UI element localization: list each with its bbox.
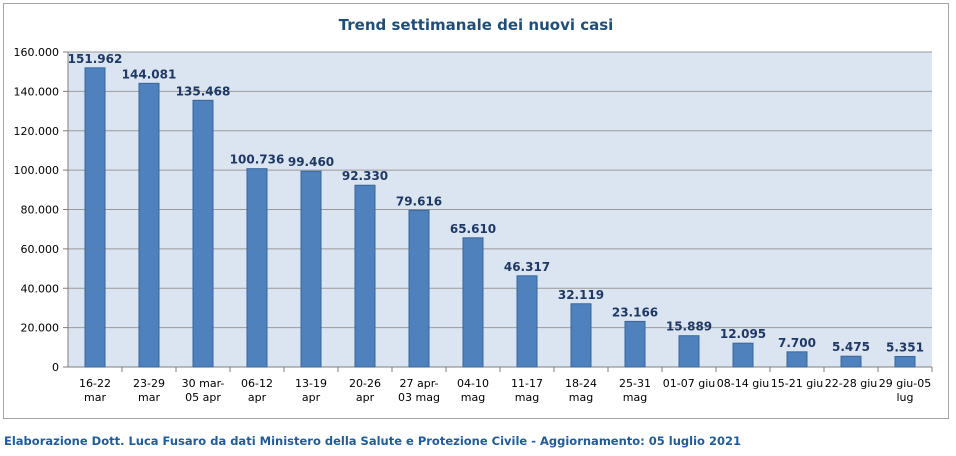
data-label: 5.475 [832, 340, 870, 354]
data-label: 12.095 [720, 327, 766, 341]
bar [300, 170, 322, 368]
bar [732, 342, 754, 368]
category-label: 20-26 apr [349, 377, 381, 404]
bar [354, 184, 376, 368]
y-tick-label: 60.000 [21, 243, 60, 256]
data-label: 23.166 [612, 305, 658, 319]
y-tick-label: 120.000 [14, 125, 60, 138]
y-tick-label: 0 [52, 361, 59, 374]
bar [192, 99, 214, 368]
category-label: 18-24 mag [565, 377, 597, 404]
data-label: 99.460 [288, 155, 334, 169]
category-label: 25-31 mag [619, 377, 651, 404]
category-label: 27 apr-03 mag [398, 377, 440, 404]
bar [138, 82, 160, 368]
bar [408, 209, 430, 368]
category-label: 01-07 giu [663, 377, 715, 390]
y-tick-label: 160.000 [14, 46, 60, 59]
category-label: 15-21 giu [771, 377, 823, 390]
bar [624, 320, 646, 368]
category-label: 08-14 giu [717, 377, 769, 390]
data-label: 32.119 [558, 288, 604, 302]
category-label: 06-12 apr [241, 377, 273, 404]
bar [516, 275, 538, 368]
bar [786, 351, 808, 368]
bar [894, 355, 916, 368]
category-label: 29 giu-05 lug [879, 377, 931, 404]
category-label: 23-29 mar [133, 377, 165, 404]
data-label: 5.351 [886, 340, 924, 354]
y-tick-label: 40.000 [21, 282, 60, 295]
category-label: 13-19 apr [295, 377, 327, 404]
bar [462, 237, 484, 368]
category-label: 16-22 mar [79, 377, 111, 404]
category-label: 22-28 giu [825, 377, 877, 390]
footer-credit: Elaborazione Dott. Luca Fusaro da dati M… [4, 434, 741, 448]
y-tick-label: 140.000 [14, 85, 60, 98]
data-label: 100.736 [230, 153, 285, 167]
data-label: 79.616 [396, 194, 442, 208]
data-label: 92.330 [342, 169, 388, 183]
bar [246, 168, 268, 368]
data-label: 65.610 [450, 222, 496, 236]
bar [678, 335, 700, 368]
data-label: 46.317 [504, 260, 550, 274]
data-label: 144.081 [122, 67, 177, 81]
category-label: 04-10 mag [457, 377, 489, 404]
category-label: 30 mar-05 apr [182, 377, 225, 404]
category-label: 11-17 mag [511, 377, 543, 404]
data-label: 151.962 [68, 52, 123, 66]
data-label: 135.468 [176, 84, 231, 98]
y-tick-label: 80.000 [21, 204, 60, 217]
y-tick-label: 20.000 [21, 322, 60, 335]
bar [570, 303, 592, 368]
data-label: 15.889 [666, 320, 712, 334]
y-tick-label: 100.000 [14, 164, 60, 177]
bar [84, 67, 106, 368]
chart-title: Trend settimanale dei nuovi casi [338, 16, 614, 34]
bar [840, 355, 862, 368]
data-label: 7.700 [778, 336, 816, 350]
